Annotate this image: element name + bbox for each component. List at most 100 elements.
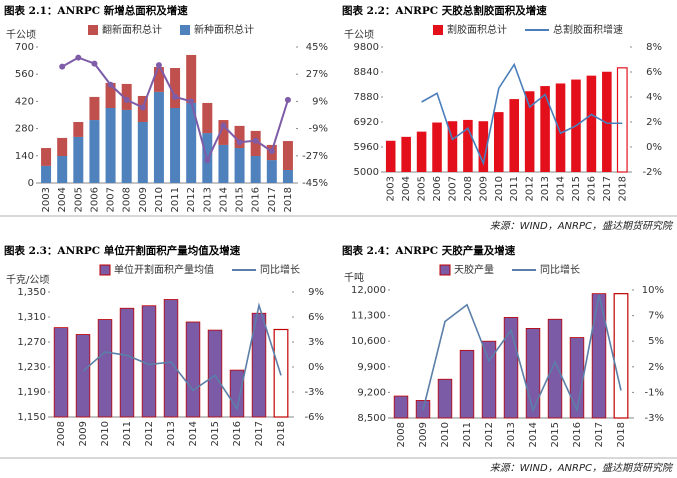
y-tick-label: 11,300 [351, 311, 386, 322]
x-tick-label: 2009 [78, 421, 89, 446]
y-axis-label: 千克/公顷 [6, 274, 49, 286]
x-tick-label: 2013 [540, 176, 551, 201]
line-marker [75, 54, 82, 61]
bar [401, 136, 411, 172]
bar [202, 102, 213, 134]
y-tick-label: 8840 [354, 67, 379, 78]
x-tick-label: 2010 [100, 421, 111, 446]
y-tick-label: 0 [28, 178, 34, 189]
y-tick-label: 420 [15, 96, 34, 107]
bar [73, 121, 84, 137]
x-tick-label: 2012 [186, 187, 197, 212]
x-tick-label: 2014 [556, 176, 567, 201]
y-tick-label: 1,270 [17, 337, 46, 348]
y2-tick-label: 0% [308, 362, 324, 373]
y2-tick-label: -1% [645, 387, 664, 398]
y-axis-label: 千公顷 [6, 29, 36, 41]
y2-tick-label: 9% [308, 287, 324, 298]
bar [555, 83, 566, 172]
y-axis-label: 千公顷 [344, 29, 374, 41]
legend-swatch [433, 25, 443, 35]
line-marker [139, 104, 146, 111]
y-tick-label: 7880 [354, 92, 379, 103]
x-tick-label: 2008 [56, 421, 67, 446]
bar [393, 395, 409, 419]
line-marker [204, 157, 211, 164]
x-tick-label: 2017 [594, 422, 605, 447]
x-tick-label: 2017 [267, 187, 278, 212]
x-tick-label: 2008 [396, 422, 407, 447]
y-tick-label: 5960 [354, 142, 379, 153]
legend-label: 新种面积总计 [194, 23, 254, 36]
bar [163, 299, 179, 418]
x-tick-label: 2008 [122, 187, 133, 212]
x-tick-label: 2015 [210, 421, 221, 446]
legend-label: 天胶产量 [454, 263, 494, 276]
bar [41, 148, 52, 166]
y2-tick-label: -3% [305, 387, 324, 398]
bar [89, 96, 100, 121]
y2-tick-label: -3% [645, 413, 664, 424]
bar [141, 305, 157, 418]
bar [75, 334, 91, 418]
bar [447, 121, 458, 172]
bar [41, 165, 52, 183]
y2-tick-label: -9% [309, 124, 328, 135]
legend-label: 同比增长 [540, 263, 580, 276]
x-tick-label: 2012 [525, 176, 536, 201]
x-tick-label: 2006 [432, 176, 443, 201]
x-tick-label: 2004 [401, 176, 412, 201]
bar [478, 121, 489, 172]
legend-label: 翻新面积总计 [102, 23, 162, 36]
bar [234, 125, 245, 149]
y2-tick-label: 7% [648, 311, 664, 322]
x-tick-label: 2016 [572, 422, 583, 447]
x-tick-label: 2011 [462, 422, 473, 447]
bar [153, 91, 164, 183]
line-marker [123, 96, 130, 103]
x-tick-label: 2011 [170, 187, 181, 212]
line-marker [172, 93, 179, 100]
bar [385, 140, 396, 172]
legend-label: 总割胶面积增速 [553, 23, 623, 36]
legend-label: 割胶面积总计 [447, 23, 507, 36]
bar [525, 328, 541, 419]
x-tick-label: 2015 [235, 187, 246, 212]
legend-label: 单位开割面积产量均值 [114, 263, 214, 276]
bar [73, 136, 84, 183]
bar [121, 109, 132, 183]
bar [613, 293, 629, 419]
x-tick-label: 2011 [122, 421, 133, 446]
x-tick-label: 2009 [138, 187, 149, 212]
x-tick-label: 2006 [89, 187, 100, 212]
x-tick-label: 2016 [251, 187, 262, 212]
x-tick-label: 2017 [602, 176, 613, 201]
line-marker [107, 81, 114, 88]
y2-tick-label: 5% [648, 336, 664, 347]
bar [105, 82, 116, 109]
x-tick-label: 2012 [484, 422, 495, 447]
line-marker [59, 63, 66, 70]
bar [432, 122, 442, 172]
bar [137, 121, 148, 183]
y2-tick-label: -6% [305, 412, 324, 423]
y-tick-label: 1,350 [17, 287, 46, 298]
y2-tick-label: 8% [646, 42, 662, 53]
y2-tick-label: 6% [646, 67, 662, 78]
bar [602, 71, 612, 172]
y-tick-label: 1,230 [17, 362, 46, 373]
y2-tick-label: 2% [646, 117, 662, 128]
bar [481, 340, 497, 419]
x-tick-label: 2018 [616, 422, 627, 447]
chart-title: 图表 2.2：ANRPC 天胶总割胶面积及增速 [342, 4, 547, 17]
bar [170, 108, 181, 183]
y2-tick-label: 6% [308, 312, 324, 323]
bar [229, 369, 245, 418]
bar [591, 293, 607, 419]
legend-swatch [99, 264, 111, 276]
line-marker [188, 98, 195, 105]
bar [437, 378, 453, 419]
